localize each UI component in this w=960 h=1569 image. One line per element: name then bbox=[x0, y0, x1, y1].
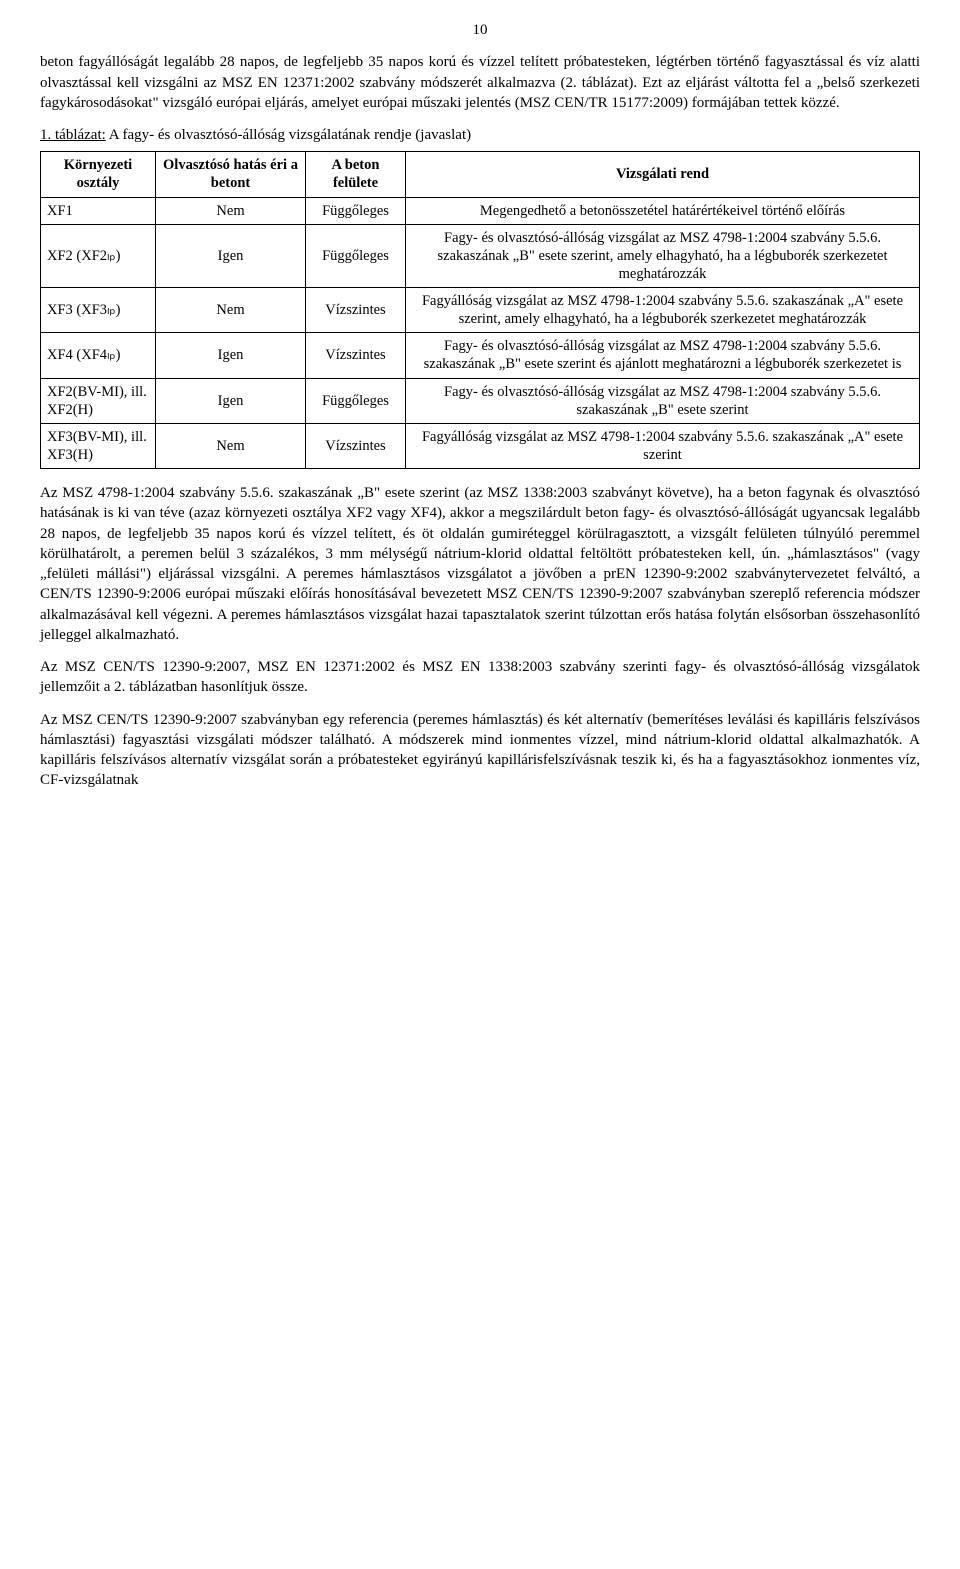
cell-surface: Vízszintes bbox=[306, 288, 406, 333]
cell-effect: Nem bbox=[156, 423, 306, 468]
table-row: XF3(BV-MI), ill. XF3(H) Nem Vízszintes F… bbox=[41, 423, 920, 468]
cell-env: XF2 (XF2ₗₚ) bbox=[41, 224, 156, 287]
cell-test: Fagy- és olvasztósó-állóság vizsgálat az… bbox=[406, 224, 920, 287]
test-schedule-table: Környezeti osztály Olvasztósó hatás éri … bbox=[40, 151, 920, 469]
cell-effect: Nem bbox=[156, 197, 306, 224]
table-row: XF4 (XF4ₗₚ) Igen Vízszintes Fagy- és olv… bbox=[41, 333, 920, 378]
cell-env: XF3 (XF3ₗₚ) bbox=[41, 288, 156, 333]
cell-surface: Függőleges bbox=[306, 224, 406, 287]
table-caption: 1. táblázat: A fagy- és olvasztósó-állós… bbox=[40, 125, 920, 145]
paragraph-methods: Az MSZ CEN/TS 12390-9:2007 szabványban e… bbox=[40, 710, 920, 791]
table-caption-label: 1. táblázat: bbox=[40, 127, 106, 143]
cell-surface: Vízszintes bbox=[306, 423, 406, 468]
cell-env: XF3(BV-MI), ill. XF3(H) bbox=[41, 423, 156, 468]
paragraph-compare: Az MSZ CEN/TS 12390-9:2007, MSZ EN 12371… bbox=[40, 657, 920, 698]
paragraph-intro: beton fagyállóságát legalább 28 napos, d… bbox=[40, 52, 920, 113]
cell-env: XF2(BV-MI), ill. XF2(H) bbox=[41, 378, 156, 423]
cell-test: Fagyállóság vizsgálat az MSZ 4798-1:2004… bbox=[406, 288, 920, 333]
cell-effect: Igen bbox=[156, 378, 306, 423]
table-row: XF3 (XF3ₗₚ) Nem Vízszintes Fagyállóság v… bbox=[41, 288, 920, 333]
cell-test: Fagyállóság vizsgálat az MSZ 4798-1:2004… bbox=[406, 423, 920, 468]
cell-surface: Vízszintes bbox=[306, 333, 406, 378]
cell-effect: Igen bbox=[156, 224, 306, 287]
cell-test: Fagy- és olvasztósó-állóság vizsgálat az… bbox=[406, 333, 920, 378]
cell-test: Megengedhető a betonösszetétel határérté… bbox=[406, 197, 920, 224]
col-header-surface: A beton felülete bbox=[306, 152, 406, 197]
table-caption-text: A fagy- és olvasztósó-állóság vizsgálatá… bbox=[106, 127, 471, 143]
paragraph-b-case: Az MSZ 4798-1:2004 szabvány 5.5.6. szaka… bbox=[40, 483, 920, 645]
cell-effect: Igen bbox=[156, 333, 306, 378]
table-header-row: Környezeti osztály Olvasztósó hatás éri … bbox=[41, 152, 920, 197]
cell-surface: Függőleges bbox=[306, 378, 406, 423]
cell-env: XF4 (XF4ₗₚ) bbox=[41, 333, 156, 378]
page-number: 10 bbox=[40, 20, 920, 40]
cell-effect: Nem bbox=[156, 288, 306, 333]
cell-surface: Függőleges bbox=[306, 197, 406, 224]
cell-env: XF1 bbox=[41, 197, 156, 224]
table-row: XF2(BV-MI), ill. XF2(H) Igen Függőleges … bbox=[41, 378, 920, 423]
col-header-test: Vizsgálati rend bbox=[406, 152, 920, 197]
table-row: XF1 Nem Függőleges Megengedhető a betonö… bbox=[41, 197, 920, 224]
cell-test: Fagy- és olvasztósó-állóság vizsgálat az… bbox=[406, 378, 920, 423]
table-row: XF2 (XF2ₗₚ) Igen Függőleges Fagy- és olv… bbox=[41, 224, 920, 287]
col-header-env: Környezeti osztály bbox=[41, 152, 156, 197]
col-header-effect: Olvasztósó hatás éri a betont bbox=[156, 152, 306, 197]
